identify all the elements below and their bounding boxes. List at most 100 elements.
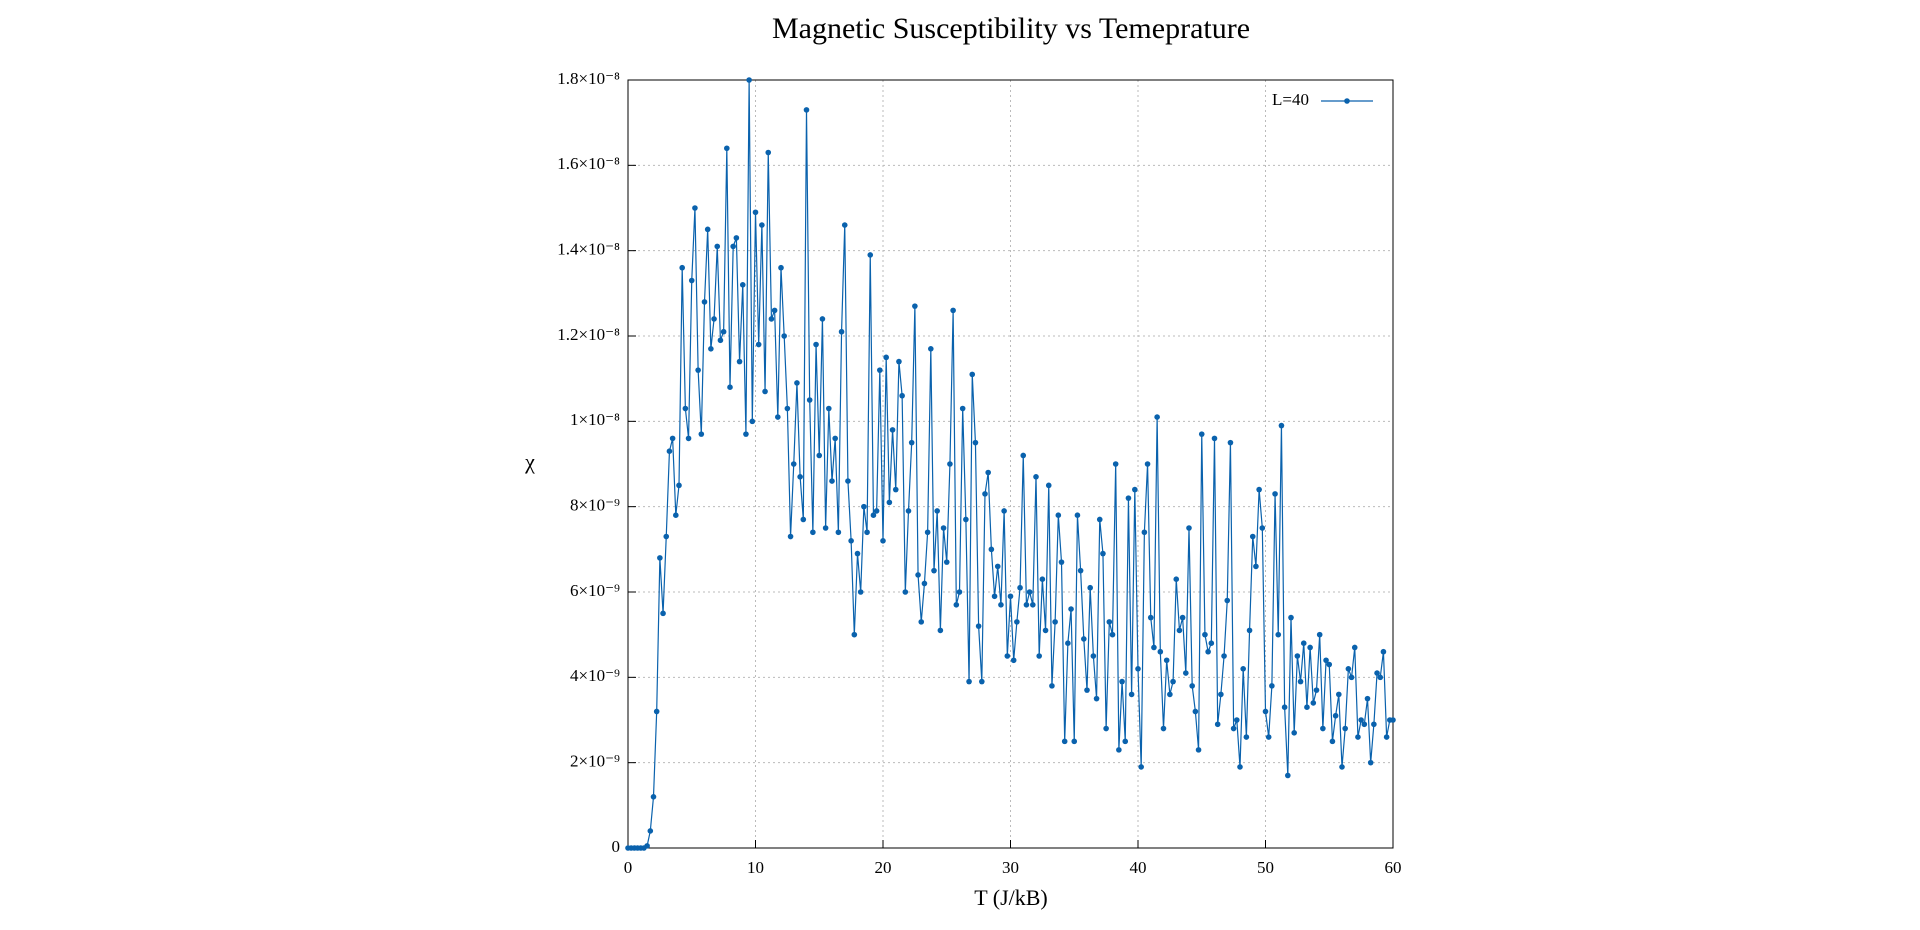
y-tick-label: 8×10⁻⁹ xyxy=(570,496,620,515)
x-axis-label: T (J/kB) xyxy=(974,885,1048,910)
data-point xyxy=(867,252,874,258)
data-point xyxy=(864,529,870,536)
data-point xyxy=(1326,661,1333,668)
data-point xyxy=(1138,764,1144,770)
data-point xyxy=(1052,619,1058,625)
x-tick-label: 40 xyxy=(1130,858,1147,877)
data-point xyxy=(1045,482,1052,489)
y-tick-label: 6×10⁻⁹ xyxy=(570,581,620,600)
data-point xyxy=(1367,759,1374,766)
data-point xyxy=(730,243,736,250)
data-point xyxy=(1313,687,1320,693)
data-point xyxy=(765,149,772,156)
data-point xyxy=(698,431,705,437)
data-point xyxy=(982,491,988,497)
data-point xyxy=(1026,589,1033,595)
data-point xyxy=(749,418,756,425)
data-point xyxy=(826,405,832,412)
data-point xyxy=(905,508,912,514)
data-point xyxy=(1058,559,1065,565)
data-point xyxy=(1109,631,1116,638)
data-point xyxy=(781,333,787,339)
data-point xyxy=(908,439,915,446)
data-point xyxy=(931,567,937,574)
data-point xyxy=(1358,717,1364,723)
data-point xyxy=(733,235,740,241)
data-point xyxy=(921,580,928,587)
data-point xyxy=(755,341,762,348)
data-point xyxy=(1320,725,1326,732)
data-point xyxy=(775,414,781,420)
data-point xyxy=(692,205,698,211)
data-point xyxy=(803,107,810,113)
data-point xyxy=(1160,725,1167,732)
data-point xyxy=(1030,602,1036,608)
data-point xyxy=(1377,674,1384,681)
data-point xyxy=(1179,614,1186,621)
data-point xyxy=(768,316,775,322)
data-point xyxy=(717,337,724,344)
data-point xyxy=(653,708,660,715)
data-point xyxy=(813,341,819,348)
data-point xyxy=(1176,627,1183,634)
data-point xyxy=(991,593,998,600)
data-point xyxy=(1084,687,1090,693)
data-point xyxy=(1345,666,1352,672)
data-point xyxy=(673,512,679,518)
data-point xyxy=(845,478,851,484)
data-point xyxy=(1061,738,1068,745)
y-tick-label: 1.4×10⁻⁸ xyxy=(557,240,620,259)
data-point xyxy=(762,388,768,395)
data-point xyxy=(1128,691,1135,698)
data-point xyxy=(695,367,701,373)
data-point xyxy=(1234,717,1240,723)
data-point xyxy=(1186,525,1192,531)
data-point xyxy=(1300,640,1307,646)
data-point xyxy=(1036,653,1042,659)
data-point xyxy=(918,619,925,625)
data-point xyxy=(657,555,663,561)
data-point xyxy=(666,448,673,455)
x-tick-label: 60 xyxy=(1385,858,1402,877)
data-point xyxy=(899,392,905,399)
data-point xyxy=(739,282,746,288)
data-point xyxy=(1195,747,1202,753)
data-point xyxy=(1189,683,1195,689)
data-point xyxy=(1348,674,1355,681)
data-point xyxy=(1141,529,1148,536)
data-point xyxy=(1090,653,1097,659)
data-point xyxy=(959,405,966,412)
data-point xyxy=(1265,734,1272,740)
data-point xyxy=(1042,627,1049,634)
data-point xyxy=(1103,725,1109,732)
data-point xyxy=(1281,704,1288,710)
data-point xyxy=(1214,721,1221,728)
data-point xyxy=(1033,474,1039,480)
data-point xyxy=(1390,717,1396,723)
data-point xyxy=(1010,657,1017,664)
data-point xyxy=(1112,461,1119,467)
x-tick-label: 30 xyxy=(1002,858,1019,877)
data-point xyxy=(953,602,960,608)
data-point xyxy=(998,602,1004,608)
data-point xyxy=(1001,508,1007,514)
data-point xyxy=(800,516,807,523)
data-point xyxy=(937,627,944,634)
data-point xyxy=(928,346,934,352)
data-point xyxy=(1144,461,1151,467)
data-point xyxy=(1339,764,1345,770)
data-point xyxy=(1272,491,1278,497)
data-point xyxy=(1237,764,1243,770)
data-point xyxy=(943,559,950,565)
data-point xyxy=(1119,678,1125,685)
legend-label: L=40 xyxy=(1272,90,1309,109)
data-point xyxy=(701,299,708,305)
data-point xyxy=(1269,683,1275,689)
data-point xyxy=(994,563,1001,570)
data-point xyxy=(1020,452,1027,459)
data-point xyxy=(1278,422,1285,429)
data-point xyxy=(1039,576,1046,582)
data-point xyxy=(1374,670,1380,676)
data-point xyxy=(816,452,823,459)
